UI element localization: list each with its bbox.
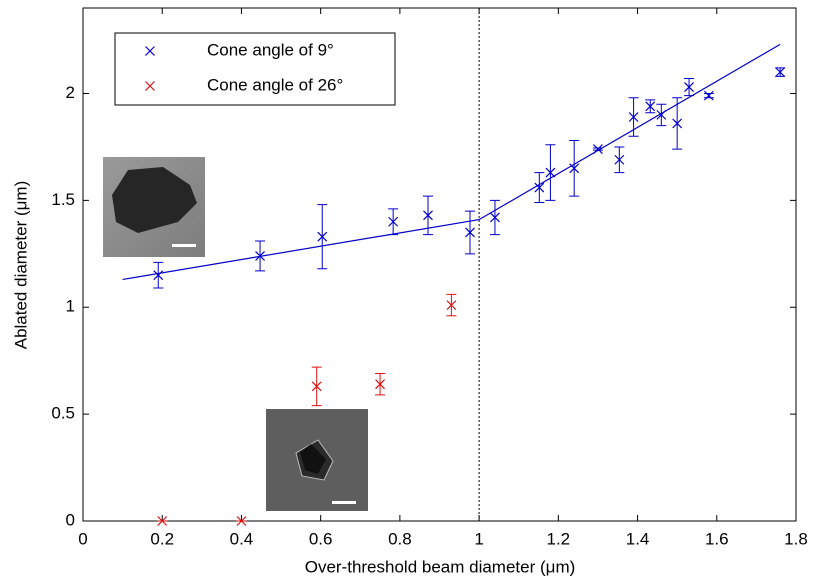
marker [672,118,683,129]
marker [311,381,322,392]
fit-line [122,43,781,281]
y-tick-label: 1.5 [51,190,75,209]
y-tick-label: 0.5 [51,404,75,423]
x-axis-label: Over-threshold beam diameter (μm) [305,557,576,576]
x-tick-label: 1.6 [705,529,729,548]
x-tick-label: 1 [474,529,483,548]
marker [628,112,639,122]
marker [236,516,247,526]
legend [114,32,396,106]
x-tick-label: 0.4 [230,529,254,548]
marker [569,163,580,174]
y-tick-label: 1 [66,297,75,316]
marker [375,379,386,390]
x-tick-label: 1.8 [784,529,808,548]
x-tick-label: 1.2 [547,529,571,548]
marker [614,154,625,165]
legend-marker [145,46,155,56]
x-tick-label: 0.2 [150,529,174,548]
marker [317,231,328,242]
marker [490,212,500,223]
marker [446,300,457,311]
marker [656,109,667,120]
marker [465,227,475,238]
y-tick-label: 2 [66,83,75,102]
marker [545,167,556,178]
y-tick-label: 0 [66,510,75,529]
marker [534,182,545,193]
marker [388,216,399,227]
inset-image [103,157,205,257]
marker [593,144,603,154]
marker [255,251,265,261]
inset-image [266,409,368,511]
x-tick-label: 0.6 [309,529,333,548]
legend-label: Cone angle of 9° [207,40,334,59]
marker [775,67,786,78]
marker [703,90,714,101]
x-tick-label: 0 [78,529,87,548]
x-tick-label: 1.4 [626,529,650,548]
marker [423,210,433,221]
marker [157,516,168,526]
marker [645,101,656,112]
y-axis-label: Ablated diameter (μm) [11,181,30,350]
marker [684,82,694,93]
legend-label: Cone angle of 26° [207,75,343,94]
x-tick-label: 0.8 [388,529,412,548]
legend-marker [145,81,155,91]
marker [153,270,164,281]
